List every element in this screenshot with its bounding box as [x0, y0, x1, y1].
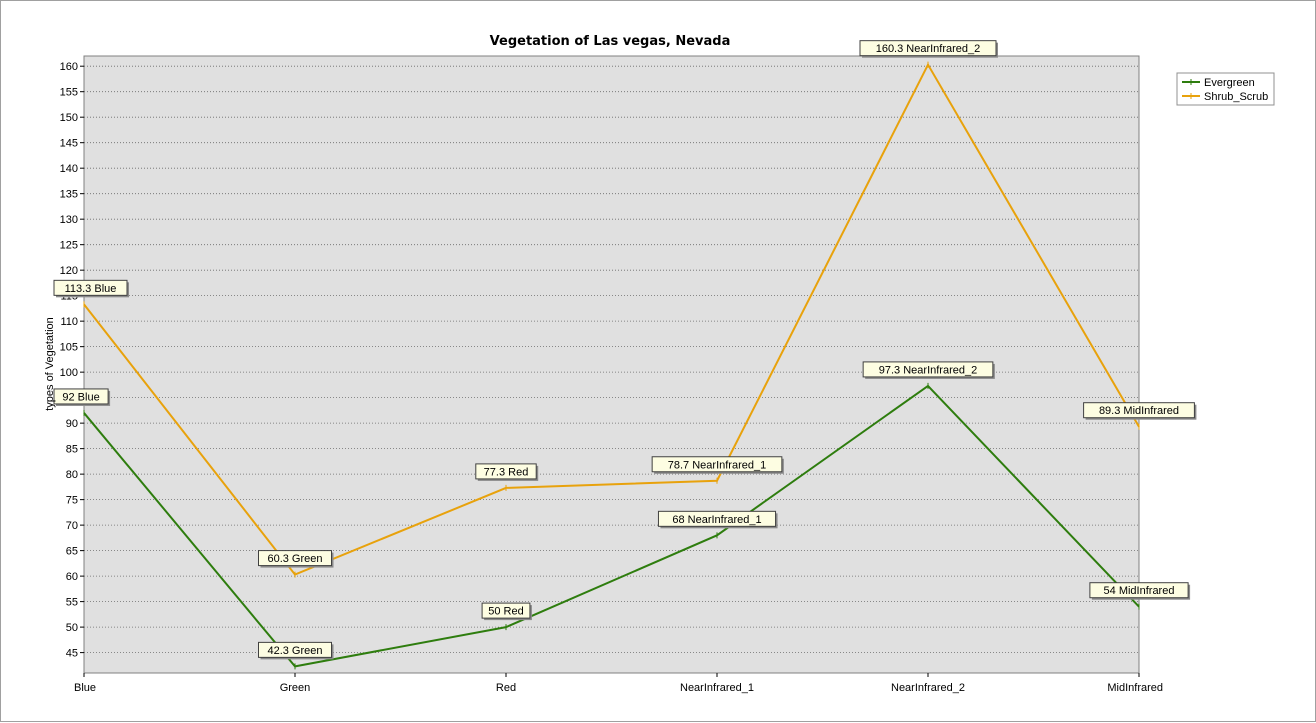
y-tick-label: 135 [60, 189, 78, 201]
data-label-box [657, 510, 777, 527]
data-label-box [53, 388, 109, 405]
data-label-text: 160.3 NearInfrared_2 [876, 43, 981, 55]
data-label-box [859, 40, 997, 57]
data-label-text: 89.3 MidInfrared [1099, 405, 1179, 417]
data-label: 97.3 NearInfrared_2 [862, 361, 995, 379]
y-tick-label: 45 [66, 648, 78, 660]
y-tick-label: 100 [60, 367, 78, 379]
x-tick-label: Green [280, 682, 311, 694]
x-tick-label: NearInfrared_1 [680, 682, 754, 694]
data-label: 50 Red [481, 602, 532, 621]
data-label-text: 92 Blue [62, 391, 99, 403]
data-label: 68 NearInfrared_1 [657, 510, 778, 529]
data-label-text: 54 MidInfrared [1104, 585, 1175, 597]
y-tick-label: 160 [60, 61, 78, 73]
data-label-text: 78.7 NearInfrared_1 [668, 459, 766, 471]
data-label: 77.3 Red [475, 463, 539, 481]
data-label-text: 50 Red [488, 606, 523, 618]
data-label: 42.3 Green [258, 641, 334, 660]
y-tick-label: 80 [66, 469, 78, 481]
y-tick-label: 130 [60, 214, 78, 226]
y-axis-ticks: 4550556065707580859095100105110115120125… [60, 61, 84, 660]
y-tick-label: 55 [66, 597, 78, 609]
data-label-box [258, 550, 332, 567]
data-label-box [862, 361, 994, 378]
data-label-text: 97.3 NearInfrared_2 [879, 364, 977, 376]
data-label-box [651, 456, 783, 473]
data-label-text: 60.3 Green [267, 553, 322, 565]
y-tick-label: 65 [66, 546, 78, 558]
data-label: 54 MidInfrared [1089, 582, 1191, 600]
y-axis-label: types of Vegetation [44, 317, 56, 411]
series-lines [83, 61, 1140, 670]
data-labels: 92 Blue 42.3 Green 50 Red 68 NearInfrared_1… [53, 40, 1197, 660]
y-tick-label: 110 [60, 316, 78, 328]
data-label: 89.3 MidInfrared [1083, 402, 1197, 420]
legend: Evergreen Shrub_Scrub [1176, 72, 1275, 106]
data-label-box [481, 602, 531, 619]
y-tick-label: 150 [60, 112, 78, 124]
x-tick-label: MidInfrared [1107, 682, 1163, 694]
data-label-box [1083, 402, 1195, 419]
x-axis-ticks: Blue Green Red NearInfrared_1 NearInfrared_2… [74, 673, 1163, 694]
y-tick-label: 85 [66, 444, 78, 456]
x-tick-label: Blue [74, 682, 96, 694]
legend-box [1176, 72, 1275, 106]
data-label: 60.3 Green [258, 550, 334, 568]
chart-title: Vegetation of Las vegas, Nevada [490, 34, 731, 49]
data-label-box [1089, 582, 1189, 599]
series-line-shrub-scrub [83, 62, 1140, 576]
y-tick-label: 105 [60, 342, 78, 354]
data-label-text: 113.3 Blue [65, 283, 117, 295]
data-label: 92 Blue [53, 388, 111, 406]
data-label-box [258, 641, 332, 658]
data-label-text: 42.3 Green [267, 645, 322, 657]
data-label-text: 77.3 Red [484, 466, 529, 478]
data-label: 78.7 NearInfrared_1 [651, 456, 784, 474]
y-tick-label: 90 [66, 418, 78, 430]
y-tick-label: 75 [66, 495, 78, 507]
x-tick-label: Red [496, 682, 516, 694]
data-label-box [475, 463, 537, 480]
legend-shrub-scrub-label: Shrub_Scrub [1204, 91, 1268, 103]
y-tick-label: 70 [66, 520, 78, 532]
grid-lines [84, 65, 1139, 654]
data-label-box [53, 279, 128, 296]
x-tick-label: NearInfrared_2 [891, 682, 965, 694]
y-tick-label: 125 [60, 240, 78, 252]
y-tick-label: 120 [60, 265, 78, 277]
y-tick-label: 155 [60, 87, 78, 99]
data-label-text: 68 NearInfrared_1 [672, 514, 761, 526]
y-tick-label: 50 [66, 622, 78, 634]
y-tick-label: 140 [60, 163, 78, 175]
data-label: 160.3 NearInfrared_2 [859, 40, 998, 58]
y-tick-label: 60 [66, 571, 78, 583]
legend-evergreen-label: Evergreen [1204, 77, 1255, 89]
series-line-evergreen [83, 384, 1140, 668]
data-label: 113.3 Blue [53, 279, 129, 298]
y-tick-label: 145 [60, 138, 78, 150]
